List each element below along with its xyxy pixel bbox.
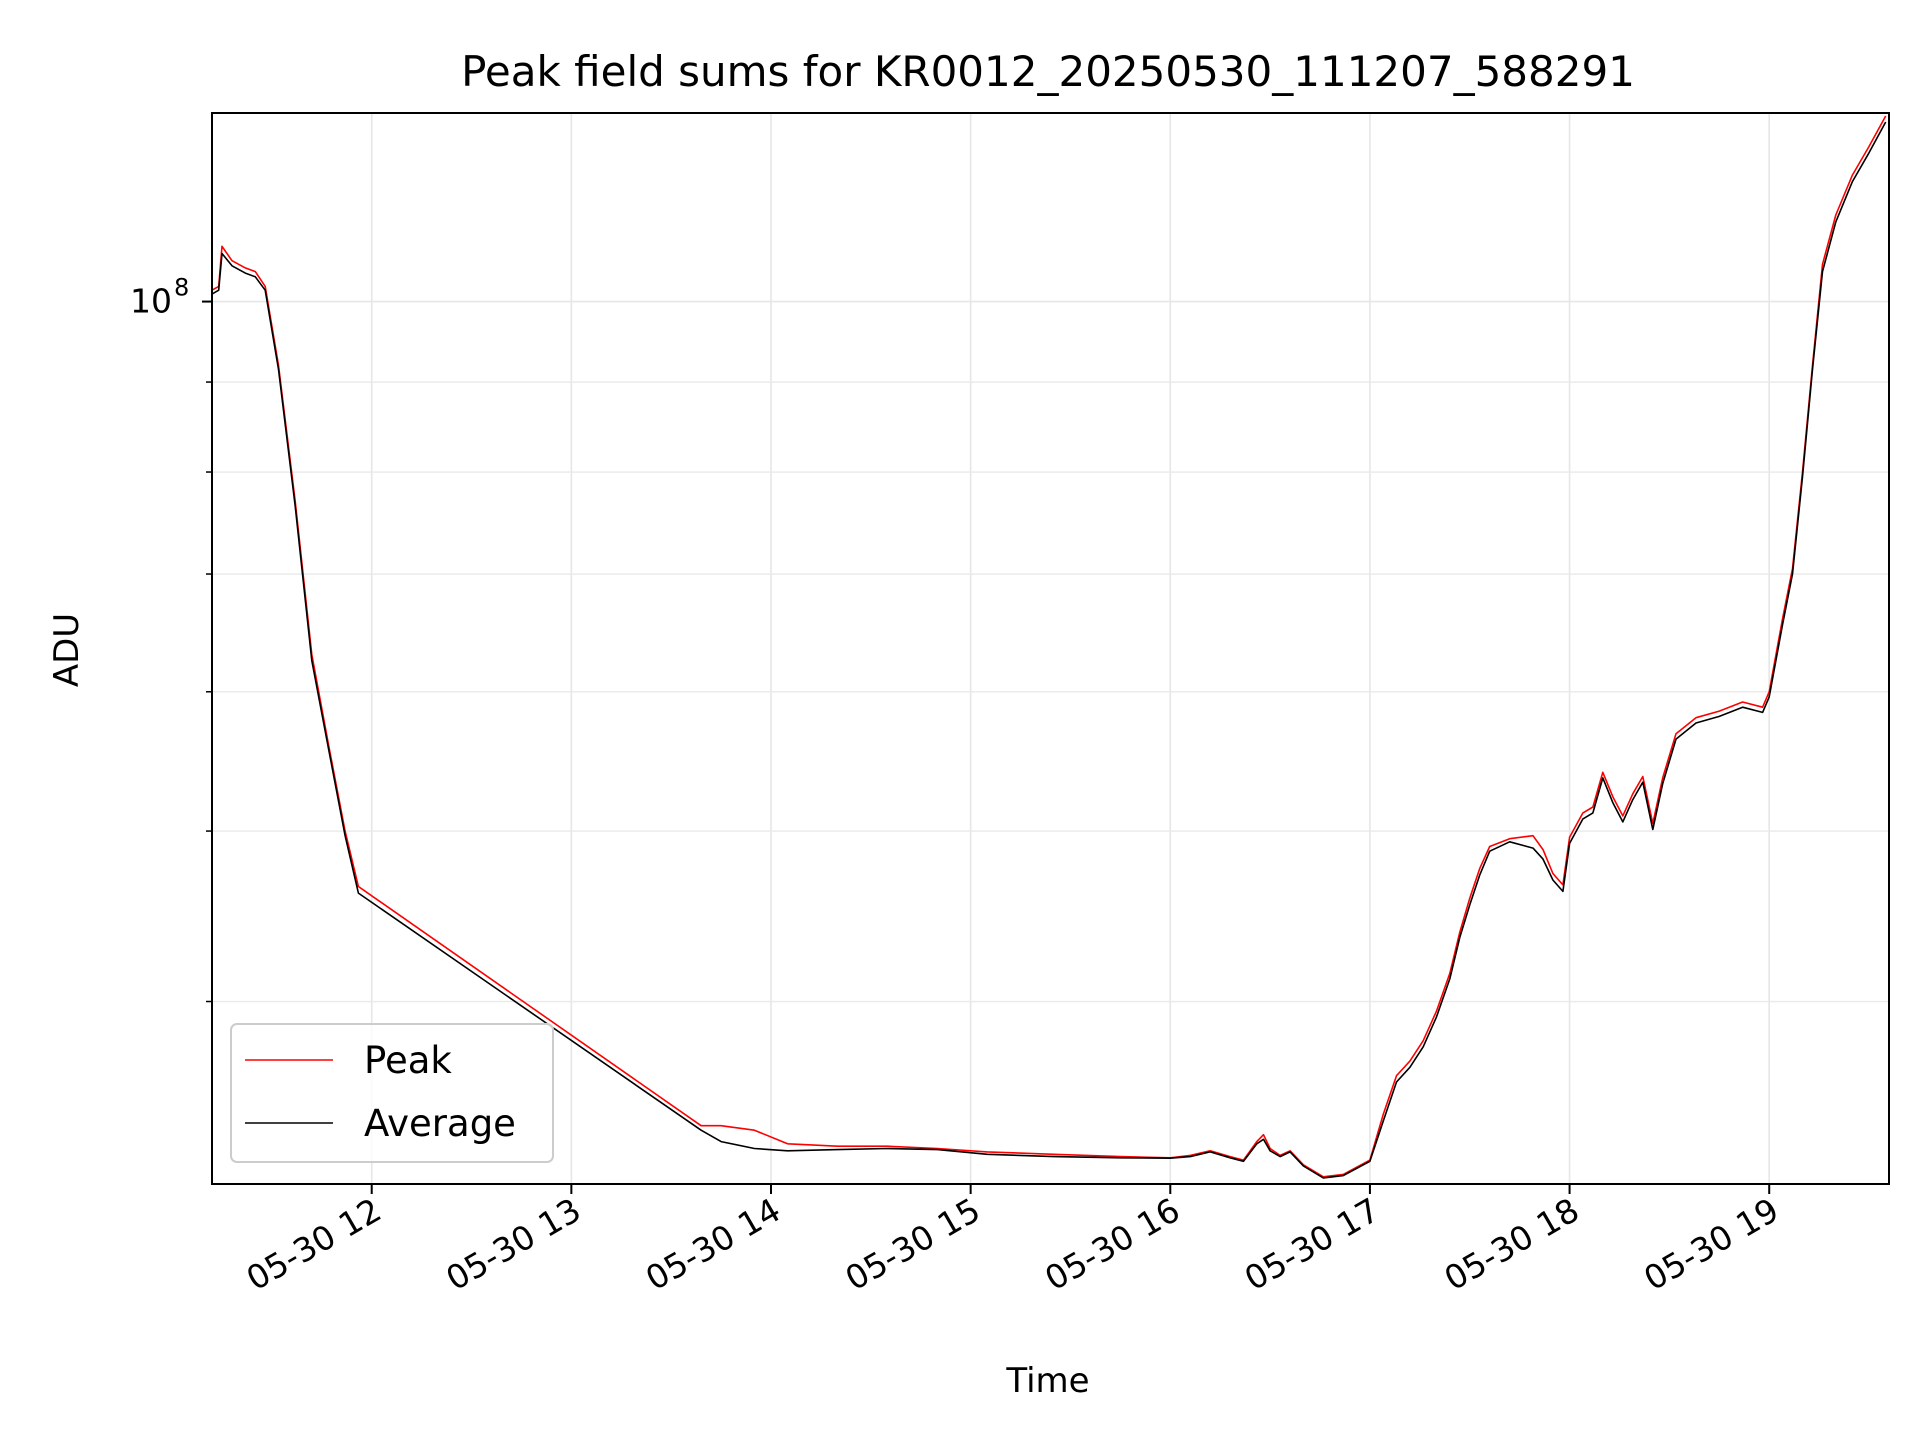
y-axis-label: ADU (47, 613, 87, 687)
plot-frame (211, 112, 1890, 1185)
grid-lines (212, 113, 1889, 1184)
series-lines (212, 115, 1887, 1179)
chart-title: Peak field sums for KR0012_20250530_1112… (461, 47, 1635, 96)
y-tick-label: 10 (130, 282, 172, 321)
legend-label-peak: Peak (364, 1039, 452, 1082)
legend: Peak Average (230, 1023, 554, 1163)
series-line-peak (212, 115, 1887, 1178)
y-tick-label-exponent: 8 (174, 274, 189, 302)
legend-label-average: Average (364, 1102, 516, 1145)
x-axis-label: Time (1005, 1361, 1089, 1401)
series-line-average (212, 121, 1887, 1179)
y-axis-ticks: 10 8 (130, 274, 212, 1003)
legend-box (230, 1023, 554, 1163)
